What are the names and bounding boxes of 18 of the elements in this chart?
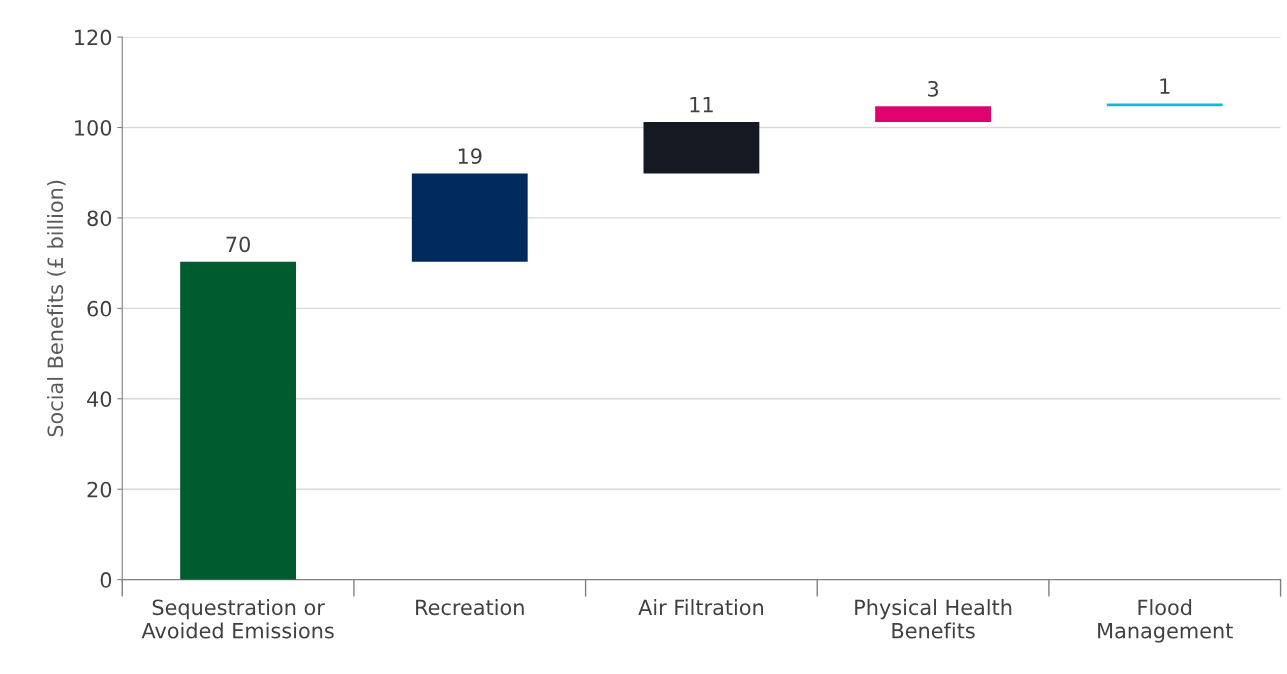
data-label: 3: [928, 80, 939, 97]
y-tick-label: 120: [75, 29, 112, 46]
y-tick-label: 0: [100, 572, 112, 588]
y-tick-label: 100: [75, 119, 112, 136]
y-axis-title: Social Benefits (£ billion): [47, 180, 66, 437]
x-tick-label: Flood Management: [1098, 599, 1233, 643]
data-label: 70: [226, 236, 250, 253]
x-tick-label: Physical Health Benefits: [855, 599, 1012, 639]
data-label: 11: [690, 97, 713, 113]
y-tick-label: 40: [87, 391, 112, 407]
y-tick-label: 80: [87, 210, 112, 227]
data-label: 19: [458, 148, 482, 165]
y-tick-label: 20: [87, 481, 112, 498]
x-tick-label: Sequestration or Avoided Emissions: [141, 599, 334, 639]
y-tick-label: 60: [87, 300, 112, 317]
x-tick-label: Recreation: [416, 599, 524, 616]
x-tick-label: Air Filtration: [638, 599, 763, 616]
data-label: 1: [1160, 78, 1170, 94]
